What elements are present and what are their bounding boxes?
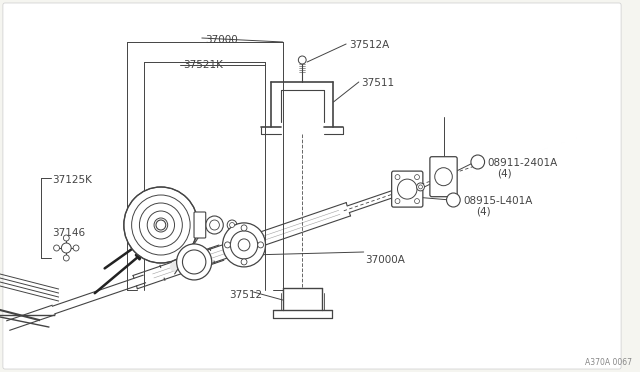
Circle shape	[238, 239, 250, 251]
Circle shape	[447, 193, 460, 207]
Circle shape	[210, 220, 220, 230]
Circle shape	[124, 187, 198, 263]
Text: (4): (4)	[497, 168, 512, 178]
Circle shape	[417, 183, 424, 191]
Text: 37000A: 37000A	[365, 255, 406, 265]
Text: A370A 0067: A370A 0067	[585, 358, 632, 367]
Circle shape	[395, 174, 400, 180]
Circle shape	[205, 216, 223, 234]
Text: 37000: 37000	[205, 35, 237, 45]
Text: 37511: 37511	[361, 78, 394, 88]
Circle shape	[415, 174, 419, 180]
FancyBboxPatch shape	[194, 212, 205, 238]
Circle shape	[419, 185, 422, 189]
Text: 08915-L401A: 08915-L401A	[463, 196, 532, 206]
Circle shape	[156, 220, 166, 230]
Circle shape	[63, 235, 69, 241]
Circle shape	[223, 223, 266, 267]
Text: 08911-2401A: 08911-2401A	[488, 158, 557, 168]
Circle shape	[395, 199, 400, 203]
Text: 37146: 37146	[52, 228, 85, 238]
Text: W: W	[451, 198, 456, 202]
Text: (4): (4)	[476, 206, 490, 216]
Circle shape	[298, 56, 306, 64]
Circle shape	[225, 242, 230, 248]
Circle shape	[54, 245, 60, 251]
Circle shape	[227, 220, 237, 230]
Circle shape	[182, 250, 206, 274]
Circle shape	[471, 155, 484, 169]
Circle shape	[177, 244, 212, 280]
FancyBboxPatch shape	[3, 3, 621, 369]
Circle shape	[397, 179, 417, 199]
Circle shape	[258, 242, 264, 248]
Circle shape	[73, 245, 79, 251]
Text: 37512: 37512	[229, 290, 262, 300]
Text: N: N	[475, 158, 481, 164]
Circle shape	[435, 168, 452, 186]
FancyBboxPatch shape	[392, 171, 423, 207]
Text: 37512A: 37512A	[349, 40, 389, 50]
Circle shape	[415, 199, 419, 203]
Text: 37521K: 37521K	[183, 60, 223, 70]
Circle shape	[230, 231, 258, 259]
Text: 37125K: 37125K	[52, 175, 92, 185]
Circle shape	[61, 243, 71, 253]
FancyBboxPatch shape	[430, 157, 457, 197]
Circle shape	[63, 255, 69, 261]
Circle shape	[241, 225, 247, 231]
Circle shape	[241, 259, 247, 265]
Circle shape	[230, 222, 234, 228]
